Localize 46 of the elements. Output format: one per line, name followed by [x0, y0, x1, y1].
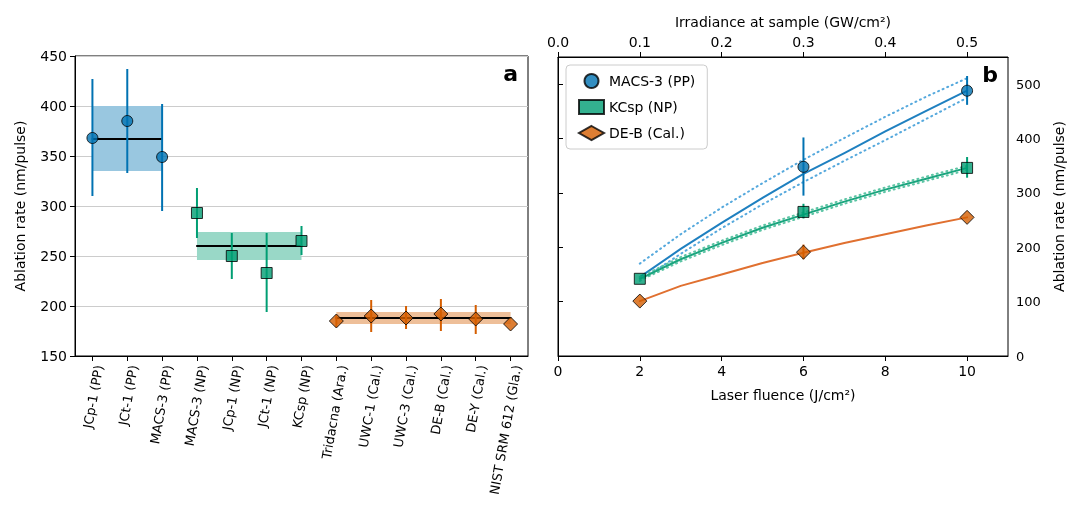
x-tick-label: MACS-3 (PP) — [147, 363, 176, 446]
y-tick-label: 150 — [40, 348, 67, 364]
y2-tick-label: 300 — [1016, 185, 1041, 201]
y2-axis-title: Ablation rate (nm/pulse) — [1050, 121, 1067, 292]
legend-label: DE-B (Cal.) — [609, 125, 685, 141]
y2-tick-label: 0 — [1016, 348, 1025, 364]
x-tick-label: JCp-1 (NP) — [219, 363, 246, 433]
y-tick-label: 400 — [40, 98, 67, 114]
y2-tick-label: 500 — [1016, 76, 1041, 92]
y-axis-title: Ablation rate (nm/pulse) — [12, 120, 28, 292]
x-tick-label: MACS-3 (NP) — [181, 363, 211, 448]
y-tick-label: 200 — [40, 298, 67, 314]
x-tick-label: 2 — [635, 363, 645, 379]
x2-tick-label: 0.3 — [792, 34, 815, 50]
y2-tick-label: 200 — [1016, 239, 1041, 255]
annotation: b — [982, 61, 998, 87]
x-tick-label: 0 — [553, 363, 563, 379]
x2-tick-label: 0.2 — [710, 34, 733, 50]
y-tick-label: 300 — [40, 198, 67, 214]
x-axis-title: Laser fluence (J/cm²) — [710, 387, 856, 403]
x-tick-label: KCsp (NP) — [289, 363, 316, 430]
x-tick-label: JCp-1 (PP) — [80, 363, 107, 431]
x2-tick-label: 0.1 — [628, 34, 651, 50]
y2-tick-label: 100 — [1016, 294, 1041, 310]
x-tick-label: DE-Y (Cal.) — [462, 363, 490, 434]
y2-tick-label: 400 — [1016, 131, 1041, 147]
x-tick-label: JCt-1 (NP) — [254, 363, 281, 430]
x-tick-label: UWC-3 (Cal.) — [390, 363, 420, 449]
x-tick-label: DE-B (Cal.) — [427, 363, 455, 436]
x-tick-label: JCt-1 (PP) — [115, 363, 142, 428]
x-tick-label: 10 — [958, 363, 977, 379]
x-tick-label: 4 — [717, 363, 727, 379]
x-tick-label: 6 — [798, 363, 808, 379]
legend-label: MACS-3 (PP) — [609, 73, 696, 89]
y-tick-label: 350 — [40, 148, 67, 164]
x2-tick-label: 0.4 — [874, 34, 897, 50]
x-tick-label: UWC-1 (Cal.) — [355, 363, 385, 449]
annotation: a — [503, 60, 519, 86]
y-tick-label: 250 — [40, 248, 67, 264]
y-tick-label: 450 — [40, 48, 67, 64]
x-tick-label: 8 — [880, 363, 890, 379]
x2-tick-label: 0.0 — [546, 34, 570, 50]
x-tick-label: Tridacna (Ara.) — [318, 363, 351, 462]
x2-tick-label: 0.5 — [955, 34, 979, 50]
x2-axis-title: Irradiance at sample (GW/cm²) — [674, 14, 892, 30]
legend-label: KCsp (NP) — [609, 99, 678, 115]
